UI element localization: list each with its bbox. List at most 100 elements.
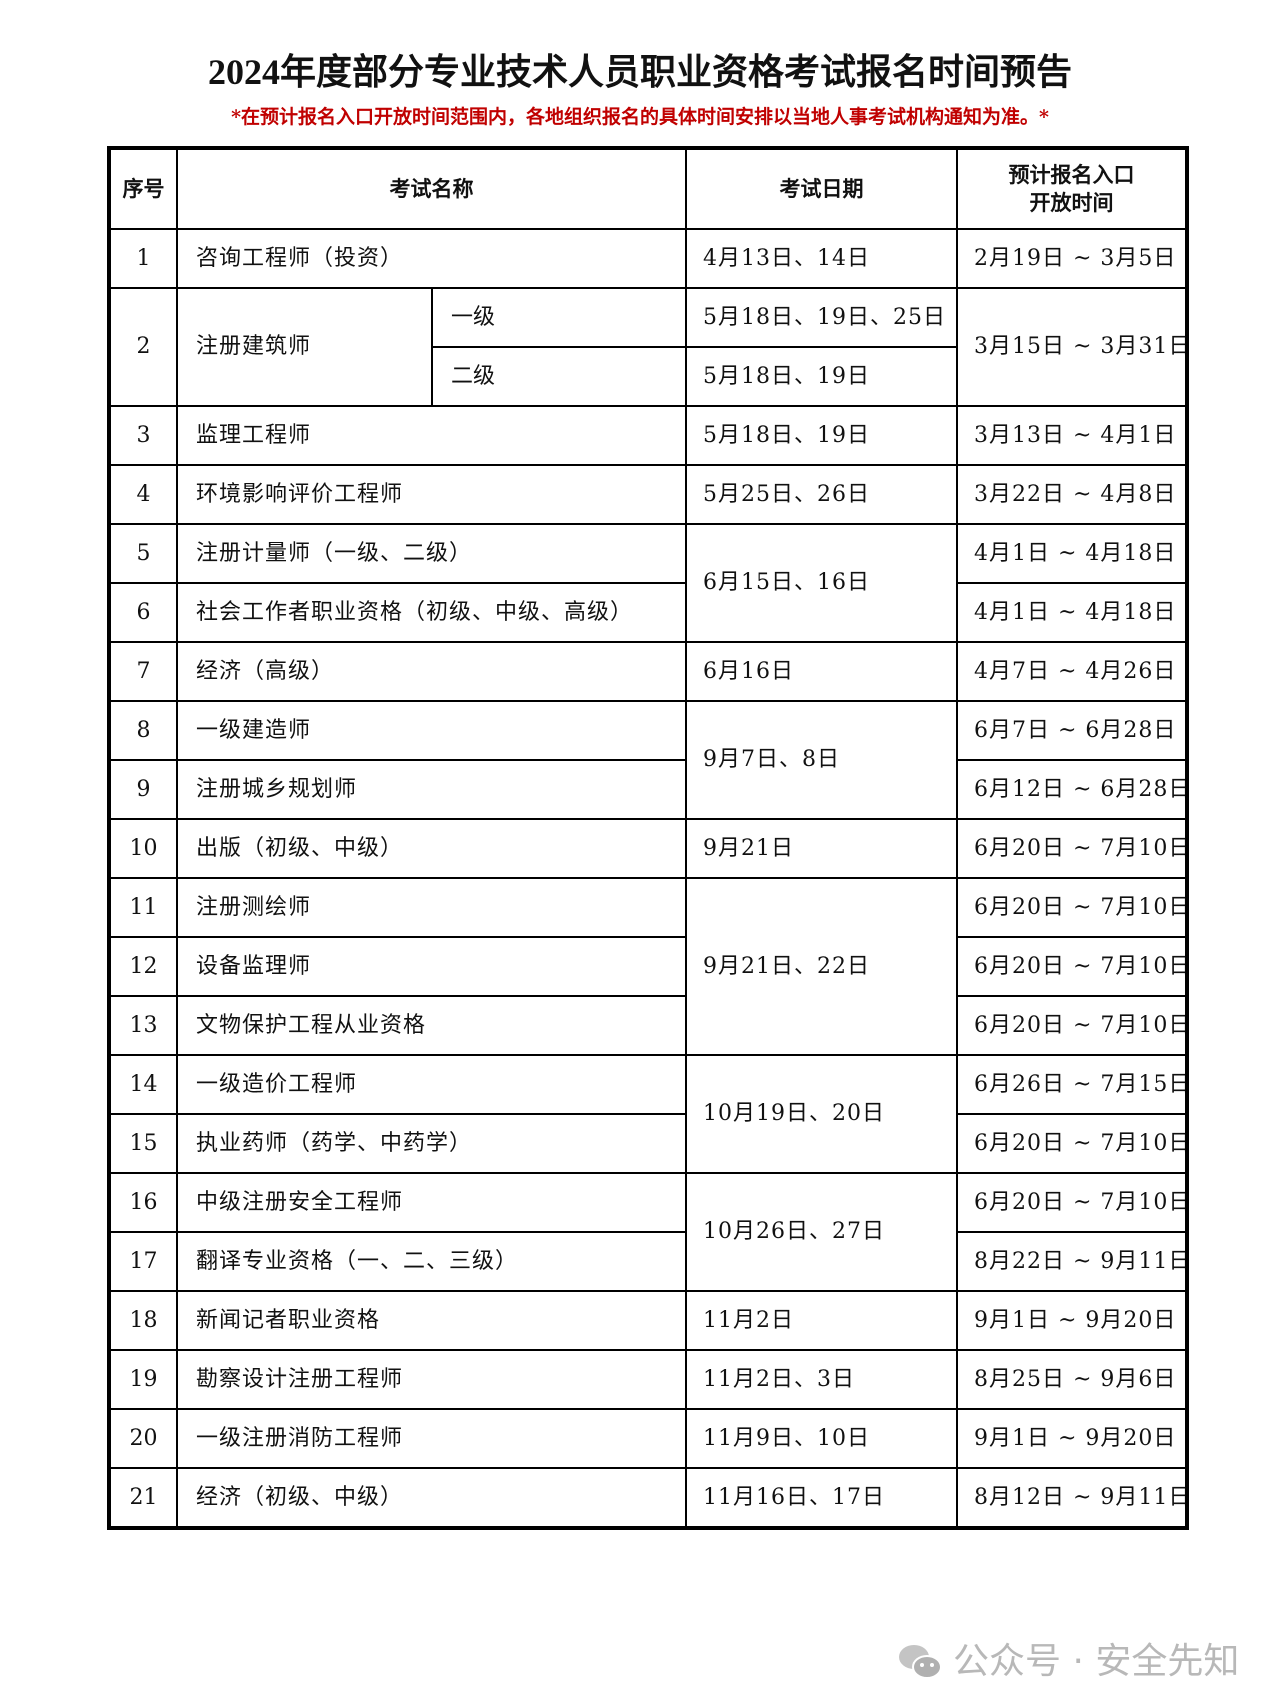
registration-period: 8月12日 ~ 9月11日 <box>956 1467 1188 1529</box>
exam-date: 9月21日 <box>685 818 958 879</box>
exam-date: 10月19日、20日 <box>685 1054 958 1174</box>
row-number: 6 <box>108 582 178 643</box>
exam-date: 5月18日、19日、25日 <box>685 287 958 348</box>
exam-date: 11月16日、17日 <box>685 1467 958 1529</box>
table-row: 2 注册建筑师 一级 5月18日、19日、25日 3月15日 ~ 3月31日 <box>108 287 1188 407</box>
exam-name: 经济（初级、中级） <box>176 1467 687 1529</box>
exam-date: 4月13日、14日 <box>685 228 958 289</box>
registration-period: 9月1日 ~ 9月20日 <box>956 1290 1188 1351</box>
exam-name: 勘察设计注册工程师 <box>176 1349 687 1410</box>
row-number: 7 <box>108 641 178 702</box>
header-name: 考试名称 <box>176 147 687 230</box>
row-number: 19 <box>108 1349 178 1410</box>
registration-period: 4月1日 ~ 4月18日 <box>956 582 1188 643</box>
table-row: 10 出版（初级、中级） 9月21日 6月20日 ~ 7月10日 <box>108 818 1188 879</box>
row-number: 13 <box>108 995 178 1056</box>
row-number: 2 <box>108 287 178 407</box>
exam-name: 注册计量师（一级、二级） <box>176 523 687 584</box>
row-number: 17 <box>108 1231 178 1292</box>
exam-name: 新闻记者职业资格 <box>176 1290 687 1351</box>
exam-date: 11月2日、3日 <box>685 1349 958 1410</box>
exam-date: 9月7日、8日 <box>685 700 958 820</box>
registration-period: 3月22日 ~ 4月8日 <box>956 464 1188 525</box>
table-row: 5 注册计量师（一级、二级） 6月15日、16日 4月1日 ~ 4月18日 <box>108 523 1188 643</box>
page-title: 2024年度部分专业技术人员职业资格考试报名时间预告 <box>207 52 1072 92</box>
registration-period: 6月20日 ~ 7月10日 <box>956 995 1188 1056</box>
row-number: 14 <box>108 1054 178 1115</box>
exam-name: 执业药师（药学、中药学） <box>176 1113 687 1174</box>
header-no: 序号 <box>108 147 178 230</box>
header-date: 考试日期 <box>685 147 958 230</box>
row-number: 11 <box>108 877 178 938</box>
exam-date: 6月16日 <box>685 641 958 702</box>
header-reg-line1: 预计报名入口 <box>1008 162 1135 187</box>
row-number: 16 <box>108 1172 178 1233</box>
exam-date: 9月21日、22日 <box>685 877 958 1056</box>
exam-name: 环境影响评价工程师 <box>176 464 687 525</box>
registration-period: 6月20日 ~ 7月10日 <box>956 936 1188 997</box>
header-reg-line2: 开放时间 <box>1029 190 1114 215</box>
table-row: 11 注册测绘师 9月21日、22日 6月20日 ~ 7月10日 <box>108 877 1188 1056</box>
row-number: 20 <box>108 1408 178 1469</box>
table-row: 8 一级建造师 9月7日、8日 6月7日 ~ 6月28日 <box>108 700 1188 820</box>
exam-date: 10月26日、27日 <box>685 1172 958 1292</box>
exam-name: 文物保护工程从业资格 <box>176 995 687 1056</box>
exam-name: 一级建造师 <box>176 700 687 761</box>
wechat-icon <box>899 1645 942 1679</box>
table-row: 12 设备监理师 6月20日 ~ 7月10日 <box>108 936 1188 997</box>
exam-date: 5月25日、26日 <box>685 464 958 525</box>
table-row: 3 监理工程师 5月18日、19日 3月13日 ~ 4月1日 <box>108 405 1188 466</box>
registration-period: 3月15日 ~ 3月31日 <box>956 287 1188 407</box>
registration-period: 6月7日 ~ 6月28日 <box>956 700 1188 761</box>
exam-name: 注册建筑师 <box>176 287 433 407</box>
exam-level: 二级 <box>431 346 687 407</box>
registration-period: 8月22日 ~ 9月11日 <box>956 1231 1188 1292</box>
exam-name: 一级造价工程师 <box>176 1054 687 1115</box>
table-row: 6 社会工作者职业资格（初级、中级、高级） 4月1日 ~ 4月18日 <box>108 582 1188 643</box>
exam-name: 一级注册消防工程师 <box>176 1408 687 1469</box>
registration-period: 4月1日 ~ 4月18日 <box>956 523 1188 584</box>
registration-period: 8月25日 ~ 9月6日 <box>956 1349 1188 1410</box>
row-number: 3 <box>108 405 178 466</box>
row-number: 9 <box>108 759 178 820</box>
registration-period: 6月26日 ~ 7月15日 <box>956 1054 1188 1115</box>
table-row: 9 注册城乡规划师 6月12日 ~ 6月28日 <box>108 759 1188 820</box>
registration-period: 6月20日 ~ 7月10日 <box>956 1113 1188 1174</box>
exam-name: 中级注册安全工程师 <box>176 1172 687 1233</box>
row-number: 18 <box>108 1290 178 1351</box>
notice-text: *在预计报名入口开放时间范围内，各地组织报名的具体时间安排以当地人事考试机构通知… <box>231 106 1049 128</box>
table-row: 1 咨询工程师（投资） 4月13日、14日 2月19日 ~ 3月5日 <box>108 228 1188 289</box>
watermark: 公众号 · 安全先知 <box>897 1640 1239 1684</box>
exam-date: 6月15日、16日 <box>685 523 958 643</box>
table-header-row: 序号 考试名称 考试日期 预计报名入口 开放时间 <box>108 147 1188 230</box>
registration-period: 3月13日 ~ 4月1日 <box>956 405 1188 466</box>
table-row: 18 新闻记者职业资格 11月2日 9月1日 ~ 9月20日 <box>108 1290 1188 1351</box>
row-number: 1 <box>108 228 178 289</box>
table-row: 13 文物保护工程从业资格 6月20日 ~ 7月10日 <box>108 995 1188 1056</box>
row-number: 5 <box>108 523 178 584</box>
registration-period: 2月19日 ~ 3月5日 <box>956 228 1188 289</box>
table-row: 7 经济（高级） 6月16日 4月7日 ~ 4月26日 <box>108 641 1188 702</box>
watermark-text: 公众号 · 安全先知 <box>953 1641 1240 1682</box>
registration-period: 6月12日 ~ 6月28日 <box>956 759 1188 820</box>
table-row: 19 勘察设计注册工程师 11月2日、3日 8月25日 ~ 9月6日 <box>108 1349 1188 1410</box>
table-row: 21 经济（初级、中级） 11月16日、17日 8月12日 ~ 9月11日 <box>108 1467 1188 1529</box>
exam-name: 经济（高级） <box>176 641 687 702</box>
table-row: 16 中级注册安全工程师 10月26日、27日 6月20日 ~ 7月10日 <box>108 1172 1188 1292</box>
exam-name: 翻译专业资格（一、二、三级） <box>176 1231 687 1292</box>
registration-period: 6月20日 ~ 7月10日 <box>956 877 1188 938</box>
exam-name: 注册城乡规划师 <box>176 759 687 820</box>
table-row: 二级 5月18日、19日 <box>109 346 1187 407</box>
table-row: 14 一级造价工程师 10月19日、20日 6月26日 ~ 7月15日 <box>108 1054 1188 1174</box>
exam-name: 设备监理师 <box>176 936 687 997</box>
table-row: 4 环境影响评价工程师 5月25日、26日 3月22日 ~ 4月8日 <box>108 464 1188 525</box>
exam-name: 监理工程师 <box>176 405 687 466</box>
registration-period: 6月20日 ~ 7月10日 <box>956 818 1188 879</box>
exam-date: 11月9日、10日 <box>685 1408 958 1469</box>
row-number: 21 <box>108 1467 178 1529</box>
registration-period: 6月20日 ~ 7月10日 <box>956 1172 1188 1233</box>
row-number: 8 <box>108 700 178 761</box>
header-registration: 预计报名入口 开放时间 <box>956 147 1188 230</box>
row-number: 10 <box>108 818 178 879</box>
table-row: 20 一级注册消防工程师 11月9日、10日 9月1日 ~ 9月20日 <box>108 1408 1188 1469</box>
